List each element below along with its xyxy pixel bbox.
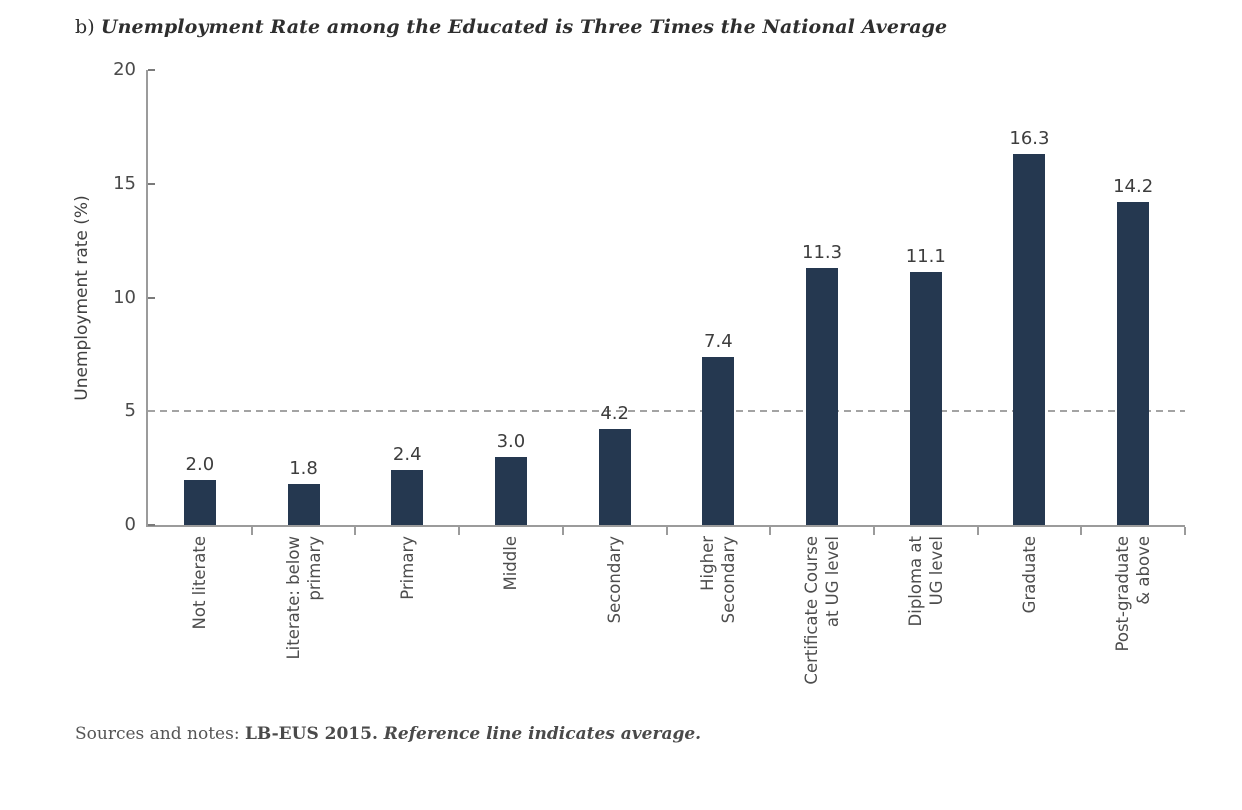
x-category-label: Middle <box>501 536 521 591</box>
x-category-label: Graduate <box>1019 536 1039 614</box>
x-category-label: Secondary <box>605 536 625 624</box>
x-axis-tick <box>665 527 668 535</box>
x-category-label: Higher Secondary <box>698 536 739 624</box>
x-axis-tick <box>769 527 772 535</box>
bar <box>1013 154 1046 525</box>
bar <box>806 267 839 525</box>
bar <box>909 272 942 525</box>
bar-value-label: 7.4 <box>704 330 733 352</box>
bar <box>391 470 424 525</box>
y-axis-tick-label: 5 <box>124 400 136 422</box>
bar <box>287 484 320 525</box>
x-axis-tick <box>250 527 253 535</box>
y-axis-tick <box>148 182 155 185</box>
bar <box>702 356 735 525</box>
bar-value-label: 11.1 <box>905 246 946 268</box>
y-axis-tick-label: 0 <box>124 514 136 535</box>
bar-value-label: 2.0 <box>185 453 215 475</box>
bar <box>183 479 216 525</box>
x-axis-tick <box>1184 527 1186 535</box>
bar-value-label: 11.3 <box>802 241 843 263</box>
y-axis <box>146 70 148 527</box>
y-axis-tick <box>148 296 155 299</box>
x-axis <box>146 525 1185 527</box>
x-category-label: Post-graduate & above <box>1113 536 1154 652</box>
x-axis-tick <box>458 527 461 535</box>
x-axis-tick <box>354 527 357 535</box>
chart-title-prefix: b) <box>75 16 101 38</box>
x-category-label: Diploma at UG level <box>905 536 946 627</box>
bar-value-label: 14.2 <box>1113 175 1154 197</box>
x-axis-tick <box>1080 527 1083 535</box>
x-category-label: Certificate Course at UG level <box>802 536 843 685</box>
bar-value-label: 4.2 <box>600 403 629 425</box>
y-axis-tick-label: 10 <box>113 286 136 308</box>
chart-title: b) Unemployment Rate among the Educated … <box>75 16 947 38</box>
x-axis-tick <box>561 527 564 535</box>
bar-value-label: 1.8 <box>289 458 318 480</box>
bar <box>598 429 631 525</box>
x-axis-tick <box>976 527 979 535</box>
y-axis-tick-label: 20 <box>113 59 136 80</box>
y-axis-tick <box>148 524 155 526</box>
x-category-label: Not literate <box>190 536 210 630</box>
sources-note: Sources and notes: LB-EUS 2015. Referenc… <box>75 724 701 744</box>
bar-value-label: 2.4 <box>392 444 422 466</box>
sources-note-label: Sources and notes: <box>75 724 245 744</box>
sources-note-source: LB-EUS 2015. <box>244 724 384 744</box>
bar-value-label: 16.3 <box>1009 128 1050 150</box>
x-category-label: Primary <box>397 536 417 600</box>
y-axis-tick-label: 15 <box>113 172 136 194</box>
bar-value-label: 3.0 <box>496 430 526 452</box>
y-axis-tick <box>148 69 155 71</box>
x-category-label: Literate: below primary <box>283 536 324 660</box>
reference-line <box>148 410 1185 413</box>
bar <box>494 456 527 525</box>
bar <box>1117 201 1150 525</box>
chart-title-text: Unemployment Rate among the Educated is … <box>100 16 948 38</box>
sources-note-reference: Reference line indicates average. <box>383 724 702 744</box>
x-axis-tick <box>872 527 875 535</box>
